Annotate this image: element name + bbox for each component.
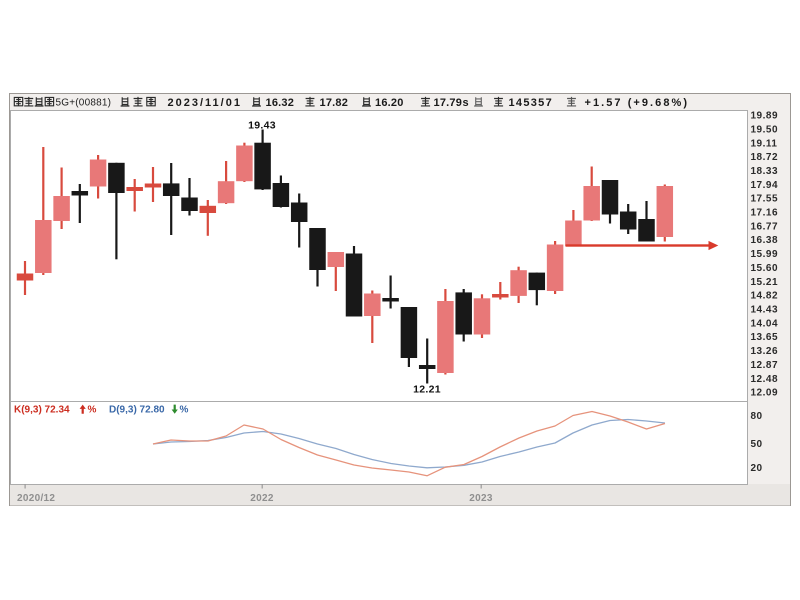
svg-text:14.43: 14.43 <box>751 305 779 316</box>
svg-text:13.65: 13.65 <box>751 332 779 343</box>
svg-text:19.50: 19.50 <box>751 124 779 135</box>
svg-text:16.20: 16.20 <box>375 97 404 109</box>
svg-text:18.33: 18.33 <box>751 166 779 177</box>
svg-text:20: 20 <box>751 463 763 474</box>
svg-text:80: 80 <box>751 411 763 422</box>
svg-text:+1.57 (+9.68%): +1.57 (+9.68%) <box>585 97 690 109</box>
svg-text:19.11: 19.11 <box>751 138 778 149</box>
svg-text:15.60: 15.60 <box>751 263 779 274</box>
svg-text:13.26: 13.26 <box>751 346 779 357</box>
svg-text:17.55: 17.55 <box>751 194 779 205</box>
svg-text:15.21: 15.21 <box>751 277 779 288</box>
svg-text:16.32: 16.32 <box>266 97 295 109</box>
svg-text:2023: 2023 <box>469 493 493 504</box>
svg-text:50: 50 <box>751 439 763 450</box>
svg-text:12.09: 12.09 <box>751 388 779 399</box>
svg-text:17.82: 17.82 <box>320 97 349 109</box>
svg-text:15.99: 15.99 <box>751 249 779 260</box>
svg-text:%: % <box>180 405 189 416</box>
svg-text:12.87: 12.87 <box>751 360 779 371</box>
svg-text:%: % <box>88 405 97 416</box>
svg-text:17.79: 17.79 <box>434 97 463 109</box>
svg-text:16.77: 16.77 <box>751 221 779 232</box>
svg-text:12.21: 12.21 <box>413 383 441 395</box>
svg-text:145357: 145357 <box>509 97 554 109</box>
svg-text:12.48: 12.48 <box>751 374 779 385</box>
svg-text:2022: 2022 <box>250 493 274 504</box>
svg-text:19.89: 19.89 <box>751 111 779 122</box>
svg-text:16.38: 16.38 <box>751 235 779 246</box>
svg-text:D(9,3) 72.80: D(9,3) 72.80 <box>109 405 165 416</box>
svg-text:s: s <box>463 97 469 109</box>
svg-text:14.82: 14.82 <box>751 291 779 302</box>
svg-text:19.43: 19.43 <box>248 119 276 131</box>
svg-text:2023/11/01: 2023/11/01 <box>168 97 242 109</box>
svg-text:17.16: 17.16 <box>751 208 779 219</box>
svg-text:18.72: 18.72 <box>751 152 779 163</box>
svg-text:5G+(00881): 5G+(00881) <box>56 97 112 108</box>
svg-text:K(9,3) 72.34: K(9,3) 72.34 <box>14 405 70 416</box>
svg-text:2020/12: 2020/12 <box>17 493 55 504</box>
svg-text:17.94: 17.94 <box>751 180 779 191</box>
svg-text:14.04: 14.04 <box>751 318 779 329</box>
